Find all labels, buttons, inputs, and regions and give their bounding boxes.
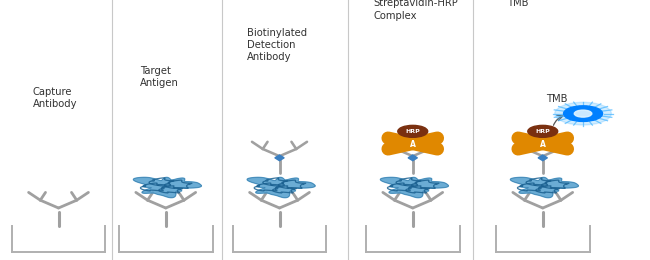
- Polygon shape: [538, 155, 547, 161]
- Polygon shape: [510, 177, 578, 198]
- Circle shape: [564, 106, 603, 121]
- Text: A: A: [540, 140, 546, 149]
- Circle shape: [528, 125, 558, 137]
- Text: Biotinylated
Detection
Antibody: Biotinylated Detection Antibody: [247, 28, 307, 62]
- Text: HRP: HRP: [536, 129, 550, 134]
- Circle shape: [555, 102, 612, 125]
- Polygon shape: [133, 177, 202, 198]
- Polygon shape: [247, 177, 315, 198]
- Circle shape: [575, 110, 592, 117]
- Polygon shape: [408, 155, 417, 161]
- Circle shape: [398, 125, 428, 137]
- Text: TMB: TMB: [546, 94, 567, 104]
- Text: Target
Antigen: Target Antigen: [140, 66, 179, 88]
- Text: HRP: HRP: [406, 129, 420, 134]
- Text: Streptavidin-HRP
Complex: Streptavidin-HRP Complex: [374, 0, 458, 21]
- Text: A: A: [410, 140, 416, 149]
- Polygon shape: [380, 177, 448, 198]
- Polygon shape: [275, 155, 284, 161]
- Text: TMB: TMB: [507, 0, 528, 8]
- Text: Capture
Antibody: Capture Antibody: [32, 87, 77, 109]
